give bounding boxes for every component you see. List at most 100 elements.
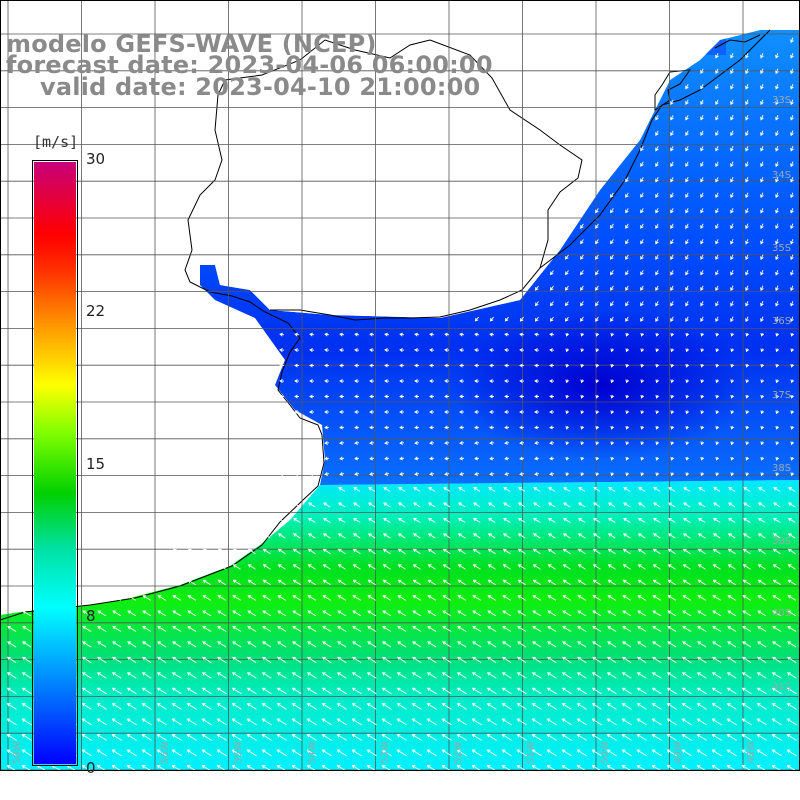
lon-label: 54W	[307, 741, 318, 764]
wind-arrow	[681, 703, 692, 710]
wind-arrow	[292, 641, 302, 648]
wind-arrow	[337, 533, 346, 539]
wind-arrow	[322, 548, 331, 555]
wind-arrow	[697, 626, 707, 632]
colorbar-tick-30: 30	[86, 150, 106, 168]
wind-arrow	[715, 99, 719, 105]
wind-arrow	[640, 146, 644, 152]
wind-arrow	[294, 332, 300, 337]
wind-arrow	[262, 548, 271, 555]
wind-arrow	[775, 285, 779, 292]
wind-arrow	[610, 410, 615, 415]
wind-arrow	[563, 487, 571, 492]
wind-arrow	[790, 239, 794, 245]
wind-arrow	[217, 548, 226, 555]
wind-arrow	[685, 130, 689, 136]
wind-arrow	[610, 223, 614, 229]
wind-arrow	[576, 749, 587, 757]
wind-arrow	[670, 161, 674, 167]
wind-arrow	[651, 749, 662, 757]
wind-arrow	[772, 641, 782, 648]
wind-arrow	[685, 425, 690, 430]
wind-arrow	[294, 456, 300, 461]
wind-arrow	[757, 595, 767, 601]
wind-arrow	[786, 687, 797, 695]
wind-arrow	[22, 656, 32, 664]
wind-arrow	[336, 734, 347, 741]
wind-arrow	[741, 734, 752, 741]
wind-arrow	[655, 177, 659, 183]
wind-arrow	[561, 749, 572, 757]
wind-arrow	[216, 703, 227, 710]
wind-arrow	[577, 641, 587, 648]
wind-arrow	[580, 472, 585, 477]
wind-arrow	[670, 177, 674, 183]
wind-arrow	[398, 502, 406, 508]
wind-arrow	[790, 332, 795, 337]
wind-arrow	[309, 472, 315, 476]
wind-arrow	[625, 192, 629, 198]
wind-arrow	[562, 564, 571, 570]
wind-arrow	[216, 687, 227, 695]
wind-arrow	[517, 641, 527, 648]
wind-arrow	[562, 595, 572, 601]
wind-arrow	[262, 656, 272, 664]
wind-arrow	[489, 472, 495, 476]
wind-arrow	[457, 548, 466, 555]
wind-arrow	[384, 441, 390, 445]
wind-arrow	[712, 626, 722, 632]
wind-arrow	[277, 579, 286, 586]
wind-arrow	[261, 749, 272, 757]
wind-arrow	[625, 456, 630, 461]
wind-arrow	[502, 626, 512, 632]
wind-arrow	[790, 472, 795, 477]
wind-arrow	[625, 379, 630, 384]
wind-arrow	[700, 379, 705, 384]
wind-arrow	[636, 687, 647, 695]
wind-arrow	[726, 749, 737, 757]
wind-arrow	[696, 734, 707, 741]
wind-arrow	[429, 394, 434, 399]
wind-arrow	[625, 270, 629, 276]
wind-arrow	[565, 379, 570, 384]
wind-arrow	[595, 425, 600, 430]
wind-arrow	[247, 579, 256, 586]
wind-arrow	[580, 410, 585, 415]
wind-arrow	[730, 177, 734, 183]
wind-arrow	[655, 316, 659, 322]
wind-arrow	[730, 239, 734, 245]
wind-arrow	[790, 379, 795, 384]
wind-arrow	[790, 177, 794, 183]
wind-arrow	[565, 332, 570, 337]
wind-arrow	[397, 641, 407, 648]
wind-arrow	[562, 579, 571, 586]
wind-arrow	[595, 254, 599, 260]
wind-arrow	[291, 687, 302, 695]
wind-arrow	[429, 472, 435, 476]
wind-arrow	[787, 533, 796, 539]
wind-arrow	[488, 487, 496, 492]
wind-arrow	[745, 348, 750, 353]
wind-arrow	[96, 718, 107, 726]
wind-arrow	[279, 425, 285, 430]
wind-arrow	[640, 379, 645, 384]
wind-arrow	[429, 425, 435, 430]
wind-arrow	[487, 656, 497, 664]
wind-arrow	[501, 749, 512, 757]
wind-arrow	[532, 626, 542, 632]
wind-arrow	[670, 208, 674, 214]
wind-arrow	[727, 656, 737, 664]
wind-arrow	[427, 533, 436, 539]
wind-arrow	[700, 161, 704, 167]
wind-arrow	[81, 749, 92, 757]
wind-arrow	[697, 564, 706, 570]
wind-arrow	[745, 177, 749, 183]
wind-arrow	[757, 564, 766, 570]
wind-arrow	[790, 410, 795, 415]
wind-arrow	[546, 734, 557, 741]
wind-arrow	[82, 595, 92, 601]
wind-arrow	[652, 641, 662, 648]
wind-arrow	[606, 703, 617, 710]
wind-arrow	[279, 441, 285, 445]
wind-arrow	[323, 518, 331, 523]
